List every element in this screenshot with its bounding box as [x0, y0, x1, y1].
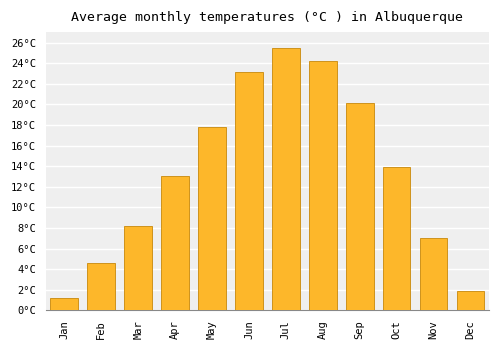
Bar [420, 238, 448, 310]
Bar [272, 48, 299, 310]
Bar [198, 127, 226, 310]
Bar [50, 298, 78, 310]
Bar [88, 263, 115, 310]
Bar [309, 61, 336, 310]
Bar [235, 72, 262, 310]
Title: Average monthly temperatures (°C ) in Albuquerque: Average monthly temperatures (°C ) in Al… [72, 11, 464, 24]
Bar [346, 103, 374, 310]
Bar [124, 226, 152, 310]
Bar [382, 167, 410, 310]
Bar [161, 176, 189, 310]
Bar [456, 291, 484, 310]
